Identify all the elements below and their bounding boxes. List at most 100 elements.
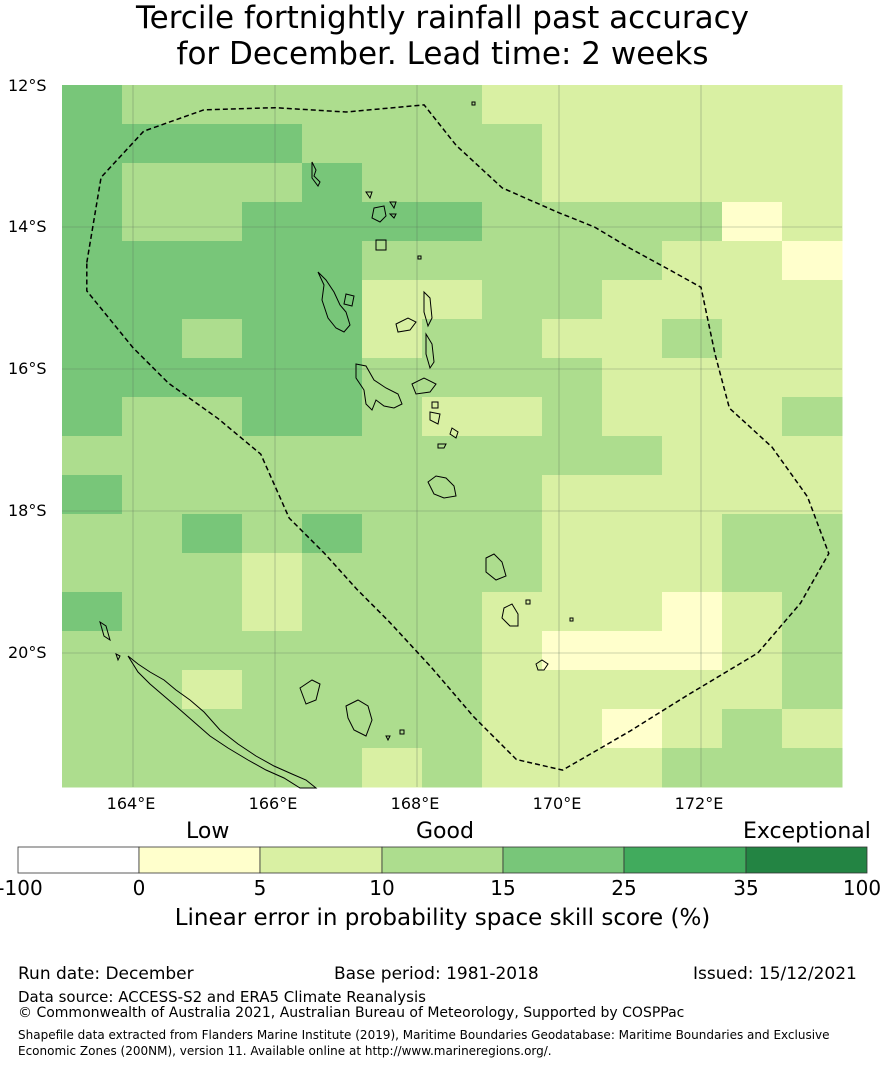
skill-cell [422, 592, 483, 632]
island-epi [429, 411, 441, 425]
skill-cell [242, 163, 303, 203]
skill-cell [482, 592, 543, 632]
chart-title: Tercile fortnightly rainfall past accura… [0, 0, 885, 72]
skill-cell [602, 670, 663, 710]
skill-cell [602, 397, 663, 437]
skill-cell [602, 436, 663, 476]
island-banks [365, 191, 397, 251]
copyright: © Commonwealth of Australia 2021, Austra… [18, 1005, 685, 1021]
skill-cell [182, 592, 243, 632]
skill-cell [422, 280, 483, 320]
skill-cell [242, 85, 303, 125]
island-shepherds [437, 427, 459, 449]
skill-cell [782, 553, 843, 593]
colorbar-category-exceptional: Exceptional [743, 819, 871, 844]
skill-cell [302, 748, 363, 788]
skill-cell [602, 553, 663, 593]
skill-cell [602, 163, 663, 203]
skill-cell [122, 514, 183, 554]
lon-label-172e: 172°E [674, 794, 724, 813]
skill-cell [662, 124, 723, 164]
skill-cell [422, 748, 483, 788]
skill-cell [302, 124, 363, 164]
skill-cell [542, 709, 603, 749]
skill-cell [542, 436, 603, 476]
skill-cell [302, 241, 363, 281]
lat-label-18s: 18°S [8, 501, 47, 520]
skill-cell [302, 631, 363, 671]
skill-cell [422, 319, 483, 359]
colorbar-tick: 100 [842, 876, 882, 900]
skill-cell [602, 748, 663, 788]
skill-cell [542, 397, 603, 437]
skill-cell [182, 709, 243, 749]
skill-cell [782, 358, 843, 398]
skill-cell [422, 514, 483, 554]
skill-cell [182, 748, 243, 788]
skill-cell [302, 85, 363, 125]
skill-cell [722, 514, 783, 554]
graticule [62, 85, 842, 787]
island-torres [311, 161, 321, 187]
skill-cell [362, 163, 423, 203]
skill-cell [62, 709, 123, 749]
skill-cell [62, 358, 123, 398]
skill-cell [782, 670, 843, 710]
skill-cell [782, 397, 843, 437]
skill-grid [62, 85, 843, 788]
skill-cell [362, 592, 423, 632]
skill-cell [542, 592, 603, 632]
skill-cell [782, 163, 843, 203]
skill-cell [422, 358, 483, 398]
colorbar-tick: 10 [369, 876, 395, 900]
colorbar-swatch [502, 846, 625, 874]
skill-cell [782, 436, 843, 476]
island-paama [431, 401, 439, 409]
skill-cell [62, 241, 123, 281]
skill-cell [782, 709, 843, 749]
skill-cell [782, 124, 843, 164]
island-loyalty [299, 679, 405, 742]
skill-cell [422, 631, 483, 671]
skill-cell [182, 241, 243, 281]
skill-cell [662, 241, 723, 281]
skill-cell [482, 475, 543, 515]
skill-cell [362, 319, 423, 359]
skill-cell [782, 202, 843, 242]
skill-cell [722, 202, 783, 242]
skill-cell [722, 163, 783, 203]
skill-cell [482, 397, 543, 437]
skill-cell [302, 319, 363, 359]
skill-cell [62, 85, 123, 125]
skill-cell [722, 85, 783, 125]
skill-cell [62, 748, 123, 788]
skill-cell [662, 280, 723, 320]
island-erromango [485, 553, 507, 581]
skill-cell [182, 85, 243, 125]
skill-cell [662, 514, 723, 554]
skill-cell [122, 85, 183, 125]
shapefile-credit-line-1: Shapefile data extracted from Flanders M… [18, 1028, 830, 1042]
skill-cell [482, 514, 543, 554]
skill-cell [362, 670, 423, 710]
skill-cell [122, 358, 183, 398]
skill-cell [482, 319, 543, 359]
skill-cell [602, 202, 663, 242]
skill-cell [662, 85, 723, 125]
skill-cell [662, 748, 723, 788]
skill-cell [782, 592, 843, 632]
skill-cell [722, 592, 783, 632]
skill-cell [242, 397, 303, 437]
island-ambrym [411, 377, 437, 395]
skill-cell [662, 202, 723, 242]
skill-cell [722, 241, 783, 281]
colorbar-tick: 0 [132, 876, 146, 900]
skill-cell [722, 475, 783, 515]
skill-cell [602, 475, 663, 515]
skill-cell [482, 553, 543, 593]
skill-cell [482, 358, 543, 398]
skill-cell [662, 670, 723, 710]
skill-cell [482, 709, 543, 749]
skill-cell [422, 124, 483, 164]
skill-cell [662, 631, 723, 671]
